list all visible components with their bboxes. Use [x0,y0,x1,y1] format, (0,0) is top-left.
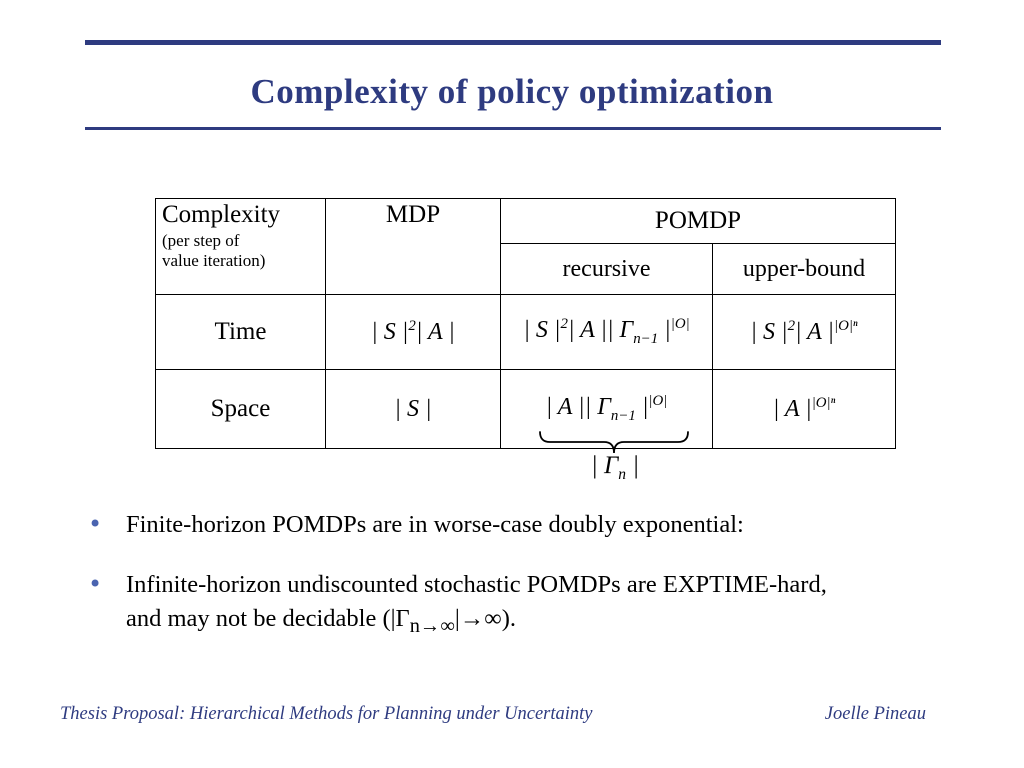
cell-time-mdp: | S |2| A | [325,294,501,370]
bullet-2-line-2: and may not be decidable (|Γn→∞|→∞). [126,604,517,637]
page-title: Complexity of policy optimization [250,72,774,111]
bullet-list: • Finite-horizon POMDPs are in worse-cas… [88,508,968,666]
cell-space-upper-bound: | A ||O|ⁿ [712,369,896,449]
bullet-text-2: Infinite-horizon undiscounted stochastic… [126,568,827,640]
cell-time-upper-bound: | S |2| A ||O|ⁿ [712,294,896,370]
row-label-space: Space [155,369,326,449]
bullet-2-line-1: Infinite-horizon undiscounted stochastic… [126,570,827,598]
bullet-item-2: • Infinite-horizon undiscounted stochast… [88,568,968,640]
table-row-time: Time | S |2| A | | S |2| A || Γn−1 ||O| … [155,294,896,370]
header-complexity-title: Complexity [162,201,281,228]
header-complexity-subtitle: (per step of value iteration) [162,231,266,271]
header-recursive: recursive [500,243,713,295]
bullet-text-1: Finite-horizon POMDPs are in worse-case … [126,511,744,538]
cell-time-recursive: | S |2| A || Γn−1 ||O| [500,294,713,370]
footer-left-text: Thesis Proposal: Hierarchical Methods fo… [60,704,593,724]
cell-space-mdp: | S | [325,369,501,449]
header-mdp: MDP [325,198,501,295]
gamma-n-label: | Γn | [590,452,640,483]
header-pomdp: POMDP [500,198,896,244]
title-underline [85,127,941,130]
bullet-icon: • [88,569,103,598]
table-header-row-1: Complexity (per step of value iteration)… [155,198,896,295]
header-complexity-cell: Complexity (per step of value iteration) [155,198,326,295]
header-upper-bound: upper-bound [712,243,896,295]
underbrace-icon [539,431,689,454]
cell-space-recursive: | A || Γn−1 ||O| [500,369,713,449]
footer-right-text: Joelle Pineau [824,704,926,724]
table-header-row-2: recursive upper-bound [156,243,896,295]
bullet-item-1: • Finite-horizon POMDPs are in worse-cas… [88,508,968,542]
footer: Thesis Proposal: Hierarchical Methods fo… [60,704,926,725]
bullet-icon: • [88,510,103,538]
top-rule [85,40,941,45]
row-label-time: Time [155,294,326,370]
table-row-space: Space | S | | A || Γn−1 ||O| | A ||O|ⁿ [155,369,896,449]
complexity-table: Complexity (per step of value iteration)… [155,198,896,449]
